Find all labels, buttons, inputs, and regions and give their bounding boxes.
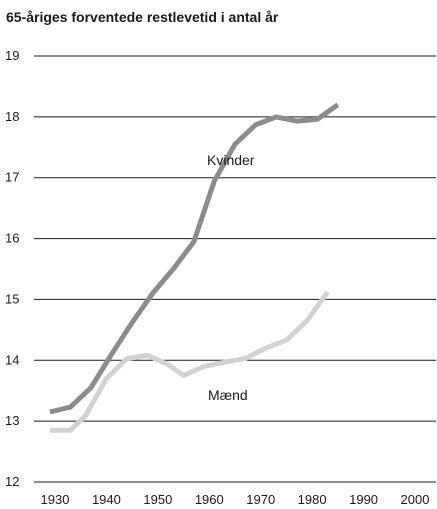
y-tick-15: 15 bbox=[5, 291, 19, 306]
x-tick-1950: 1950 bbox=[143, 492, 172, 507]
x-tick-1970: 1970 bbox=[246, 492, 275, 507]
y-tick-18: 18 bbox=[5, 109, 19, 124]
y-tick-17: 17 bbox=[5, 170, 19, 185]
series-label-2: Mænd bbox=[208, 387, 248, 403]
x-tick-2000: 2000 bbox=[401, 492, 430, 507]
y-tick-13: 13 bbox=[5, 413, 19, 428]
series-labels: Kvinder Mænd bbox=[207, 152, 255, 403]
x-tick-1980: 1980 bbox=[298, 492, 327, 507]
x-tick-1930: 1930 bbox=[41, 492, 70, 507]
x-tick-labels: 1930 1940 1950 1960 1970 1980 1990 2000 bbox=[41, 492, 430, 507]
series-label-1: Kvinder bbox=[207, 152, 255, 168]
series-line-1 bbox=[49, 102, 340, 415]
x-tick-1990: 1990 bbox=[349, 492, 378, 507]
chart-title: 65-åriges forventede restlevetid i antal… bbox=[6, 9, 279, 25]
gridlines bbox=[34, 55, 436, 483]
y-tick-labels: 12 13 14 15 16 17 18 19 bbox=[5, 48, 19, 489]
x-tick-1940: 1940 bbox=[92, 492, 121, 507]
series-line-2 bbox=[49, 290, 330, 433]
y-tick-16: 16 bbox=[5, 231, 19, 246]
y-tick-12: 12 bbox=[5, 474, 19, 489]
x-tick-1960: 1960 bbox=[195, 492, 224, 507]
series-lines bbox=[49, 102, 340, 433]
y-tick-14: 14 bbox=[5, 352, 19, 367]
y-tick-19: 19 bbox=[5, 48, 19, 63]
